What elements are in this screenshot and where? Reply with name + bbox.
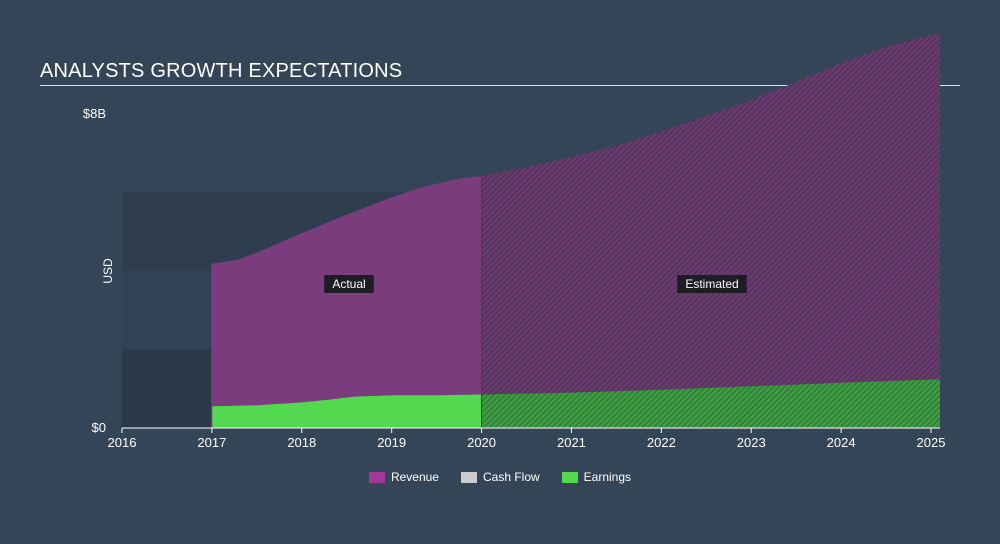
y-tick-label: $8B (83, 106, 106, 121)
earnings-hatch (481, 379, 940, 428)
legend-label-cash-flow: Cash Flow (482, 470, 540, 484)
x-tick-label: 2019 (377, 435, 406, 450)
estimated-label-bg (677, 275, 747, 293)
x-tick-label: 2018 (287, 435, 316, 450)
y-tick-label: $0 (92, 420, 106, 435)
estimated-label: Estimated (685, 277, 738, 291)
revenue-swatch (368, 471, 385, 483)
legend: Revenue Cash Flow Earnings (0, 470, 1000, 484)
x-tick-label: 2017 (197, 435, 226, 450)
x-tick-label: 2020 (467, 435, 496, 450)
legend-item-earnings[interactable]: Earnings (561, 470, 632, 484)
legend-item-revenue[interactable]: Revenue (368, 470, 439, 484)
x-tick-label: 2022 (647, 435, 676, 450)
title-divider (40, 85, 960, 86)
x-tick-label: 2021 (557, 435, 586, 450)
revenue-hatch (481, 32, 940, 395)
earnings-swatch (561, 471, 578, 483)
axes: 2016 2017 2018 2019 2020 2021 2022 2023 2024 2025… (83, 106, 946, 450)
cash-flow-swatch (460, 471, 477, 483)
legend-label-revenue: Revenue (390, 470, 439, 484)
x-tick-label: 2025 (917, 435, 946, 450)
legend-item-cash-flow[interactable]: Cash Flow (460, 470, 540, 484)
earnings-area-actual (211, 394, 482, 428)
chart-labels: Actual Estimated (324, 275, 747, 293)
x-tick-label: 2016 (108, 435, 137, 450)
x-tick-label: 2024 (827, 435, 856, 450)
page-title: ANALYSTS GROWTH EXPECTATIONS (40, 60, 403, 82)
actual-label-bg (324, 275, 374, 293)
series-areas (211, 32, 940, 428)
x-tick-label: 2023 (737, 435, 766, 450)
legend-label-earnings: Earnings (583, 470, 632, 484)
actual-label: Actual (332, 277, 365, 291)
y-axis-label: USD (101, 258, 115, 284)
